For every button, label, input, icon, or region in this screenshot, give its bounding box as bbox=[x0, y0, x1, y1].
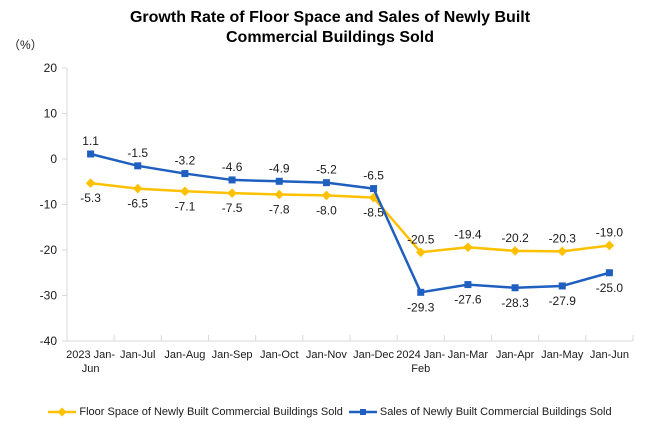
y-axis-unit-label: （%） bbox=[8, 38, 43, 52]
data-label: -4.9 bbox=[269, 161, 290, 175]
data-point-marker bbox=[557, 246, 568, 257]
legend-item: Floor Space of Newly Built Commercial Bu… bbox=[48, 406, 343, 418]
data-point-marker bbox=[604, 240, 615, 251]
y-tick-label: -20 bbox=[40, 243, 58, 257]
y-tick-label: -30 bbox=[40, 289, 58, 303]
legend-item: Sales of Newly Built Commercial Building… bbox=[348, 406, 612, 418]
data-label: -29.3 bbox=[407, 300, 435, 314]
x-tick-label: Jan-Sep bbox=[212, 349, 253, 361]
x-tick-label: Jan-Apr bbox=[496, 349, 535, 361]
data-label: -19.4 bbox=[454, 227, 482, 241]
x-tick-label: 2023 Jan-Jun bbox=[66, 349, 115, 375]
data-label: -7.1 bbox=[175, 199, 196, 213]
y-tick-label: 10 bbox=[44, 107, 58, 121]
data-point-marker bbox=[87, 150, 95, 158]
data-point-marker bbox=[464, 281, 472, 289]
data-point-marker bbox=[370, 185, 378, 193]
chart-legend: Floor Space of Newly Built Commercial Bu… bbox=[0, 401, 660, 423]
data-point-marker bbox=[132, 183, 143, 194]
y-tick-label: -10 bbox=[40, 198, 58, 212]
data-point-marker bbox=[605, 269, 613, 277]
x-tick-label: Jan-Mar bbox=[448, 349, 489, 361]
x-tick-label: Jan-Oct bbox=[260, 349, 299, 361]
chart-title: Growth Rate of Floor Space and Sales of … bbox=[0, 8, 660, 48]
data-label: 1.1 bbox=[82, 134, 99, 148]
chart-title-line1: Growth Rate of Floor Space and Sales of … bbox=[129, 9, 531, 26]
data-point-marker bbox=[463, 242, 473, 253]
chart-title-line2: Commercial Buildings Sold bbox=[225, 29, 435, 46]
legend-marker-square-icon bbox=[348, 409, 377, 415]
x-tick-label: Jan-Aug bbox=[164, 349, 205, 361]
data-label: -7.5 bbox=[222, 201, 243, 215]
chart-plot-area: 20 10 0 -10 -20 -30 -40 2023 Jan-Jun Jan-Jul Jan-… bbox=[40, 61, 634, 375]
y-tick-label: -40 bbox=[40, 334, 58, 348]
data-label: -8.0 bbox=[316, 203, 337, 217]
data-point-marker bbox=[368, 192, 379, 203]
data-label: -28.3 bbox=[501, 296, 529, 310]
data-label: -20.5 bbox=[407, 232, 435, 246]
data-label: -8.5 bbox=[363, 206, 384, 220]
data-label: -4.6 bbox=[222, 160, 243, 174]
x-tick-label: 2024 Jan-Feb bbox=[396, 349, 445, 375]
series-line-diamond bbox=[89, 181, 611, 254]
y-tick-label: 20 bbox=[44, 61, 58, 75]
data-point-marker bbox=[558, 282, 566, 290]
data-label: -19.0 bbox=[596, 225, 624, 239]
data-point-marker bbox=[227, 188, 237, 198]
data-point-marker bbox=[322, 179, 330, 187]
data-point-marker bbox=[85, 178, 96, 188]
data-point-marker bbox=[417, 288, 425, 296]
data-label: -5.3 bbox=[80, 191, 101, 205]
legend-label: Sales of Newly Built Commercial Building… bbox=[379, 406, 612, 418]
data-point-marker bbox=[134, 162, 142, 170]
x-tick-label: Jan-May bbox=[541, 349, 584, 361]
data-label: -5.2 bbox=[316, 163, 337, 177]
series-line-square bbox=[89, 152, 611, 294]
legend-marker-diamond-icon bbox=[48, 407, 77, 417]
data-label: -6.5 bbox=[363, 169, 384, 183]
data-point-marker bbox=[415, 247, 426, 258]
data-label: -20.3 bbox=[549, 231, 577, 245]
data-point-marker bbox=[511, 284, 519, 292]
data-label: -27.9 bbox=[549, 294, 577, 308]
data-label: -6.5 bbox=[127, 197, 148, 211]
x-tick-label: Jan-Jul bbox=[120, 349, 155, 361]
x-tick-label: Jan-Jun bbox=[590, 349, 629, 361]
legend-label: Floor Space of Newly Built Commercial Bu… bbox=[79, 406, 343, 418]
x-tick-label: Jan-Dec bbox=[353, 349, 394, 361]
data-point-marker bbox=[275, 177, 283, 185]
x-tick-label: Jan-Nov bbox=[306, 349, 347, 361]
data-label: -27.6 bbox=[454, 293, 482, 307]
data-label: -25.0 bbox=[596, 281, 624, 295]
data-point-marker bbox=[274, 189, 285, 200]
data-point-marker bbox=[228, 176, 236, 184]
data-point-marker bbox=[180, 186, 190, 197]
data-point-marker bbox=[321, 190, 332, 201]
y-tick-label: 0 bbox=[50, 152, 57, 166]
data-point-marker bbox=[181, 170, 189, 178]
data-point-marker bbox=[510, 246, 520, 256]
data-label: -7.8 bbox=[269, 202, 290, 216]
data-label: -20.2 bbox=[501, 231, 529, 245]
data-label: -3.2 bbox=[175, 154, 196, 168]
data-label: -1.5 bbox=[127, 146, 148, 160]
